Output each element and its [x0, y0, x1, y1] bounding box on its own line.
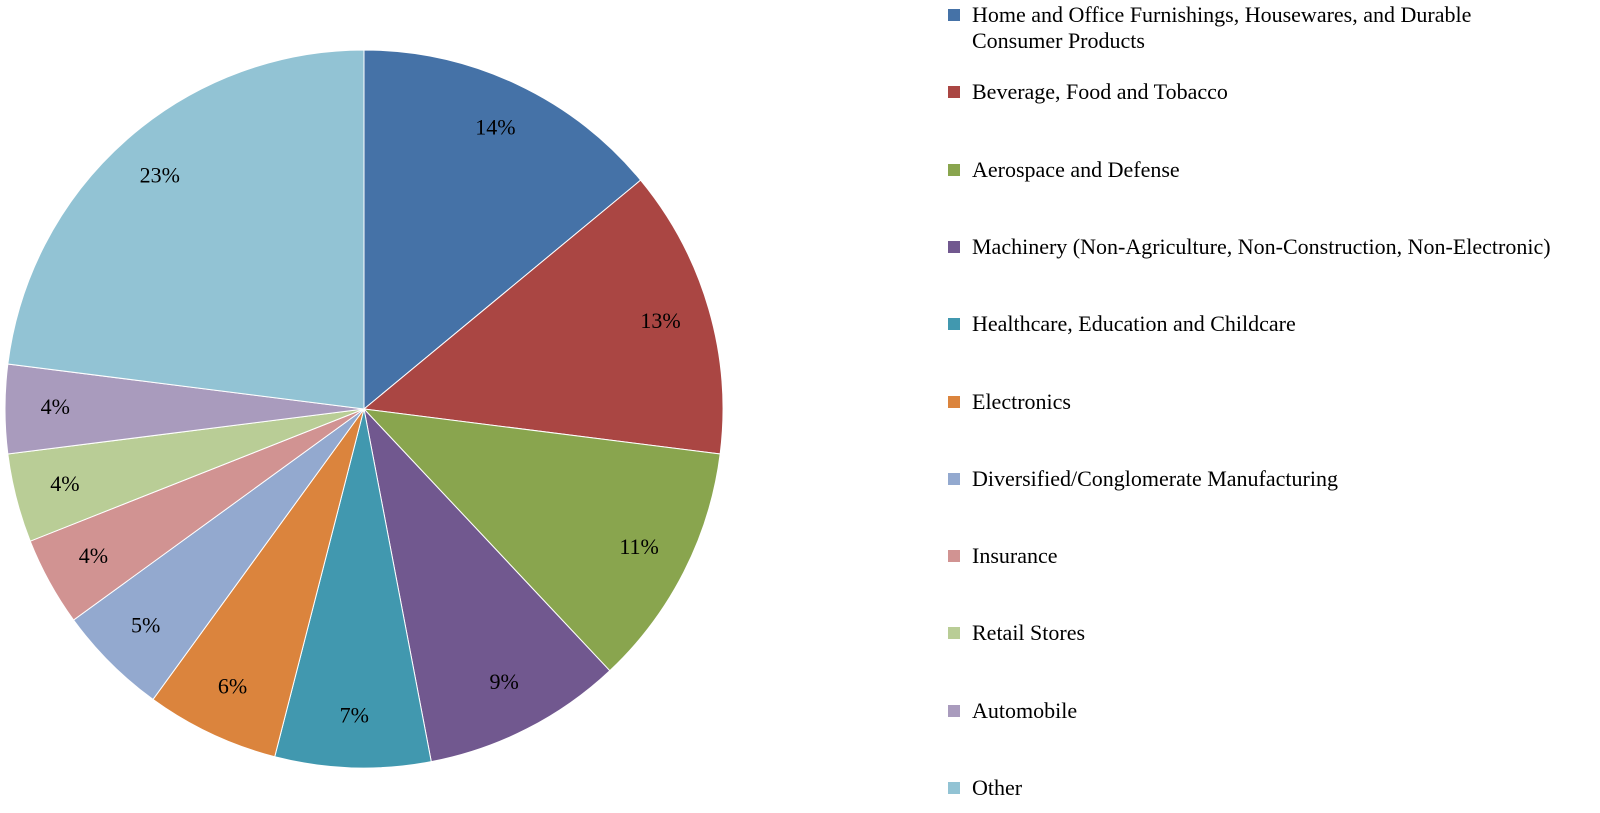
legend-label: Automobile	[972, 697, 1078, 723]
legend-swatch	[948, 472, 960, 485]
data-label: 13%	[640, 308, 680, 333]
pie-slice	[152, 408, 365, 758]
data-label: 11%	[619, 534, 659, 559]
legend-item: Machinery (Non-Agriculture, Non-Construc…	[944, 234, 1564, 260]
data-label: 14%	[475, 115, 515, 140]
legend-item: Electronics	[944, 389, 1564, 415]
legend-swatch	[948, 550, 960, 563]
data-label: 5%	[131, 612, 160, 637]
data-label: 4%	[41, 394, 70, 419]
legend-swatch	[948, 86, 960, 99]
legend-item: Aerospace and Defense	[944, 157, 1564, 183]
legend-swatch	[948, 627, 960, 640]
legend-label: Retail Stores	[972, 620, 1086, 646]
data-label: 7%	[340, 703, 369, 728]
legend-label: Insurance	[972, 543, 1058, 569]
pie-slice	[7, 49, 365, 410]
legend-item: Diversified/Conglomerate Manufacturing	[944, 466, 1564, 492]
legend-item: Other	[944, 775, 1564, 801]
pie-slice	[362, 179, 724, 455]
legend-swatch	[948, 782, 960, 794]
legend-label: Healthcare, Education and Childcare	[972, 311, 1296, 337]
data-label: 4%	[79, 543, 108, 568]
legend-swatch	[948, 240, 960, 253]
legend-swatch	[948, 9, 960, 21]
legend-label: Beverage, Food and Tobacco	[972, 79, 1228, 105]
pie-slice	[274, 408, 432, 769]
pie-slice	[363, 49, 642, 411]
data-label: 23%	[140, 162, 180, 187]
legend-item: Home and Office Furnishings, Housewares,…	[944, 2, 1564, 54]
legend-label: Electronics	[972, 388, 1071, 414]
legend-item: Beverage, Food and Tobacco	[944, 79, 1564, 105]
legend-label: Diversified/Conglomerate Manufacturing	[972, 465, 1338, 491]
legend-swatch	[948, 163, 960, 176]
legend-label: Machinery (Non-Agriculture, Non-Construc…	[972, 233, 1551, 259]
data-label: 6%	[218, 673, 247, 698]
data-label: 9%	[490, 669, 519, 694]
legend-item: Retail Stores	[944, 620, 1564, 646]
legend-swatch	[948, 395, 960, 408]
legend-item: Healthcare, Education and Childcare	[944, 311, 1564, 337]
legend-swatch	[948, 704, 960, 717]
legend-item: Automobile	[944, 698, 1564, 724]
legend-label: Other	[972, 775, 1023, 800]
legend-label: Home and Office Furnishings, Housewares,…	[972, 2, 1472, 53]
legend-swatch	[948, 318, 960, 331]
pie-slice	[362, 408, 721, 672]
data-label: 4%	[50, 471, 79, 496]
legend-item: Insurance	[944, 543, 1564, 569]
pie-chart: 14% 13% 11% 9% 7% 6% 5% 4% 4% 4% 23%	[4, 49, 724, 769]
pie-slice	[363, 407, 611, 763]
legend-label: Aerospace and Defense	[972, 156, 1180, 182]
